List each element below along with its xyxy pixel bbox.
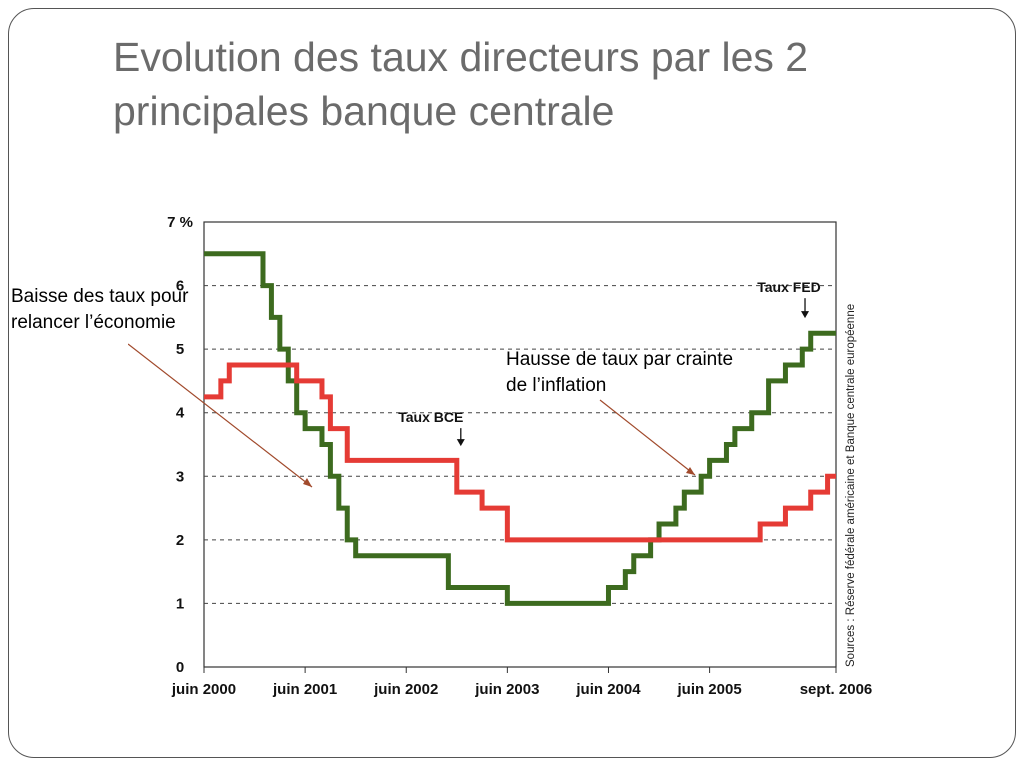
annotation-rate-hike-arrow [599, 399, 696, 476]
x-tick-label: juin 2003 [474, 681, 539, 698]
annotation-rate-cut: Baisse des taux pour relancer l’économie [11, 286, 189, 333]
y-tick-label: 1 [176, 595, 184, 612]
rate-chart: 0 1 2 3 4 5 6 7 % juin 2000 juin 2001 juin 2002 jui… [128, 192, 906, 726]
y-tick-label: 4 [176, 405, 185, 422]
x-tick-label: sept. 2006 [800, 681, 873, 698]
x-tick-label: juin 2005 [676, 681, 741, 698]
series-label-bce: Taux BCE [398, 409, 463, 425]
annotation-rate-hike-arrowhead [686, 467, 695, 475]
y-tick-label: 3 [176, 468, 184, 485]
rate-chart-svg: 0 1 2 3 4 5 6 7 % juin 2000 juin 2001 juin 2002 jui… [128, 214, 873, 698]
annotation-rate-hike: Hausse de taux par crainte de l’inflatio… [506, 349, 734, 396]
y-tick-label: 5 [176, 341, 184, 358]
series-line-fed [204, 251, 836, 606]
annotation-rate-cut-arrow [128, 343, 313, 488]
y-tick-label: 7 % [167, 214, 193, 231]
series-label-bce-arrowhead [456, 439, 465, 447]
series-label-fed: Taux FED [757, 279, 821, 295]
slide-frame [8, 8, 1016, 758]
plot-frame [203, 221, 837, 668]
y-tick-label: 2 [176, 532, 184, 549]
series-label-fed-arrowhead [801, 311, 810, 319]
x-tick-label: juin 2002 [373, 681, 438, 698]
source-note: Sources : Réserve fédérale américaine et… [845, 304, 857, 667]
x-tick-label: juin 2000 [171, 681, 236, 698]
slide-title: Evolution des taux directeurs par les 2 … [113, 34, 809, 134]
y-tick-label: 0 [176, 659, 184, 676]
x-tick-label: juin 2004 [575, 681, 641, 698]
x-tick-label: juin 2001 [272, 681, 337, 698]
annotation-rate-cut-arrowhead [303, 478, 312, 487]
y-tick-label: 6 [176, 278, 184, 295]
series-line-bce [204, 362, 836, 543]
